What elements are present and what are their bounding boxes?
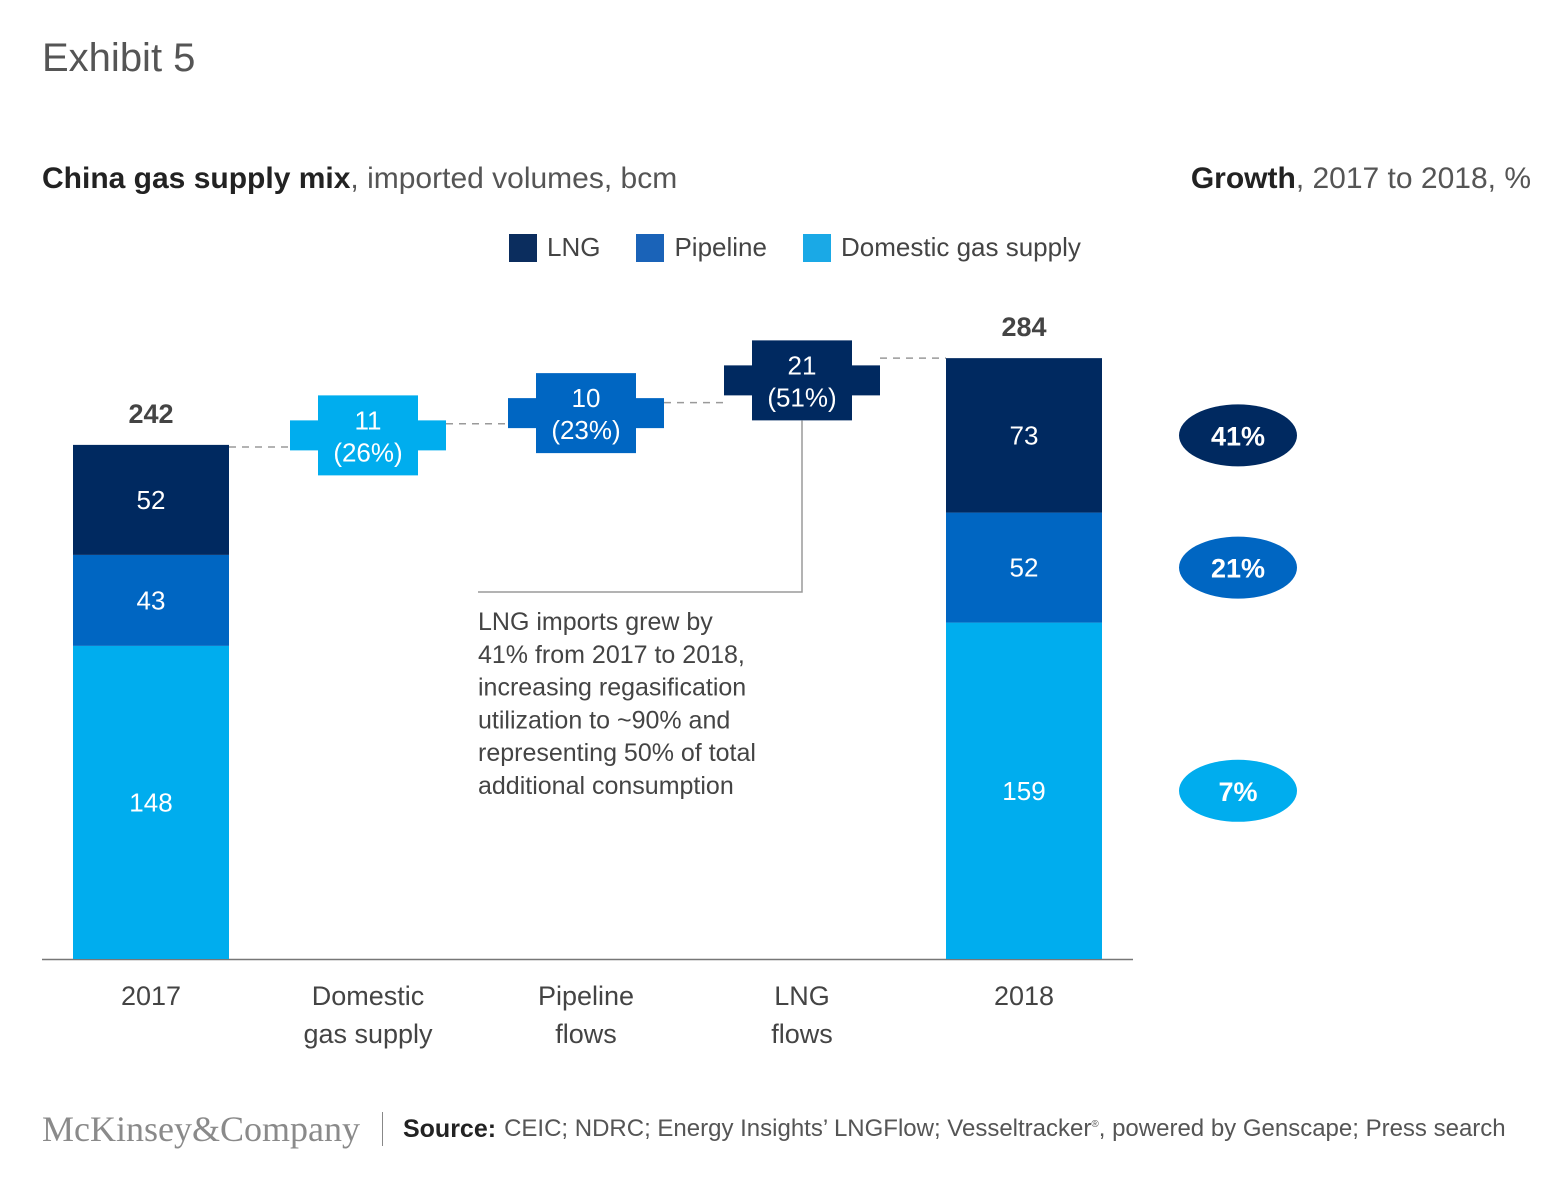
growth-title-bold: Growth	[1190, 162, 1296, 195]
annotation-line: LNG imports grew by	[478, 608, 713, 636]
annotation-line: utilization to ~90% and	[478, 706, 730, 734]
growth-bubble-pipeline	[1179, 536, 1297, 599]
bar-2018-lng	[946, 358, 1102, 513]
footer: McKinsey&Company Source: CEIC; NDRC; Ene…	[42, 1108, 1506, 1150]
source-text: CEIC; NDRC; Energy Insights’ LNGFlow; Ve…	[504, 1115, 1506, 1143]
source-text-part-b: , powered by Genscape; Press search	[1098, 1115, 1506, 1142]
legend-label-lng: LNG	[547, 232, 601, 262]
bar-2017-domestic-gas-supply	[73, 645, 229, 959]
category-label-lng-flows: LNG	[774, 981, 830, 1011]
category-label-domestic-gas-supply: Domestic	[312, 981, 425, 1011]
legend-label-domestic: Domestic gas supply	[840, 232, 1081, 262]
mckinsey-logo: McKinsey&Company	[42, 1109, 360, 1149]
step-box-domestic-gas-supply	[290, 395, 446, 476]
step-box-pipeline	[508, 373, 664, 454]
growth-value-lng: 41%	[1211, 421, 1265, 451]
category-label-lng-flows: flows	[771, 1019, 833, 1049]
category-label-2017: 2017	[121, 981, 181, 1011]
footer-divider	[381, 1112, 383, 1146]
growth-title: Growth, 2017 to 2018, %	[1191, 162, 1531, 196]
source-label: Source:	[402, 1114, 497, 1143]
annotation-leader-line	[478, 420, 803, 593]
legend-swatch-pipeline	[636, 233, 665, 262]
total-label-2018: 284	[1001, 312, 1046, 342]
exhibit-label: Exhibit 5	[42, 36, 196, 80]
chart-title-subtitle: , imported volumes, bcm	[350, 162, 678, 195]
category-label-pipeline-flows: Pipeline	[538, 981, 634, 1011]
growth-bubble-domestic-gas-supply	[1179, 759, 1297, 822]
step-value-domestic-gas-supply: 11	[355, 405, 382, 435]
bar-label-2017-lng: 52	[137, 485, 166, 515]
category-label-domestic-gas-supply: gas supply	[303, 1019, 433, 1049]
legend-swatch-lng	[509, 233, 537, 262]
bar-label-2018-lng: 73	[1010, 420, 1039, 450]
chart-title: China gas supply mix, imported volumes, …	[42, 162, 677, 196]
annotation-line: additional consumption	[478, 772, 734, 800]
source-text-part-a: CEIC; NDRC; Energy Insights’ LNGFlow; Ve…	[504, 1115, 1092, 1142]
bar-2018-domestic-gas-supply	[946, 622, 1102, 959]
step-share-lng: (51%)	[767, 382, 836, 412]
chart-legend: LNG Pipeline Domestic gas supply	[509, 232, 1081, 263]
waterfall-chart: 148 43 52 242 159 52 73 284 11(26%) 10(23%) 21(51%…	[42, 312, 1297, 1049]
legend-label-pipeline: Pipeline	[674, 232, 767, 262]
growth-bubble-lng	[1179, 404, 1297, 467]
annotation-line: representing 50% of total	[478, 739, 756, 767]
legend-item-lng: LNG	[509, 232, 600, 263]
bar-2017-lng	[73, 444, 229, 555]
bar-label-2018-pipeline: 52	[1010, 553, 1039, 583]
bar-2018-pipeline	[946, 512, 1102, 623]
bar-label-2017-domestic-gas-supply: 148	[129, 787, 172, 817]
growth-value-domestic-gas-supply: 7%	[1218, 777, 1257, 807]
category-label-2018: 2018	[994, 981, 1054, 1011]
step-value-lng: 21	[788, 350, 817, 380]
bar-2017-pipeline	[73, 554, 229, 646]
step-share-domestic-gas-supply: (26%)	[333, 437, 402, 467]
bar-label-2018-domestic-gas-supply: 159	[1002, 776, 1045, 806]
legend-swatch-domestic	[802, 233, 831, 262]
step-box-lng	[724, 340, 880, 421]
registered-mark: ®	[1091, 1119, 1099, 1130]
legend-item-domestic: Domestic gas supply	[802, 232, 1081, 263]
bar-label-2017-pipeline: 43	[137, 585, 166, 615]
chart-title-bold: China gas supply mix	[42, 162, 351, 195]
growth-title-subtitle: , 2017 to 2018, %	[1295, 162, 1531, 195]
annotation-line: 41% from 2017 to 2018,	[478, 641, 745, 669]
legend-item-pipeline: Pipeline	[636, 232, 767, 263]
annotation-line: increasing regasification	[478, 674, 746, 702]
growth-value-pipeline: 21%	[1211, 554, 1265, 584]
step-value-pipeline: 10	[572, 383, 601, 413]
category-label-pipeline-flows: flows	[555, 1019, 617, 1049]
step-share-pipeline: (23%)	[551, 415, 620, 445]
total-label-2017: 242	[128, 399, 173, 429]
